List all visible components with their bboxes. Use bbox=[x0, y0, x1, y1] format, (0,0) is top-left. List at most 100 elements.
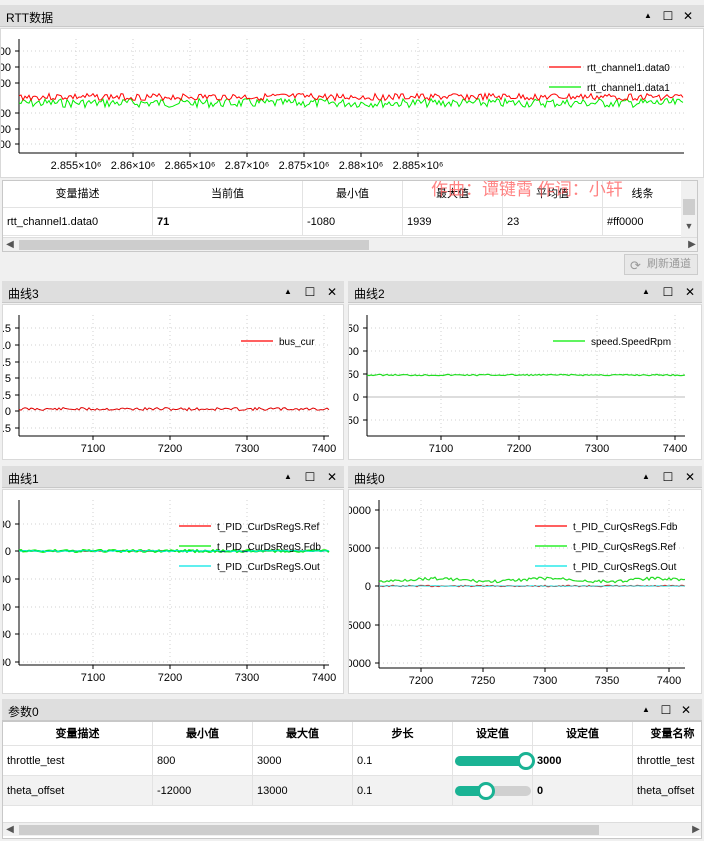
series-line bbox=[378, 576, 686, 584]
x-tick-label: 7200 bbox=[158, 672, 182, 684]
float-up-button[interactable]: ▲ bbox=[644, 11, 652, 20]
maximize-button[interactable]: ☐ bbox=[304, 285, 316, 299]
close-button[interactable]: ✕ bbox=[680, 703, 692, 717]
float-up-button[interactable]: ▲ bbox=[642, 287, 650, 296]
param-value[interactable]: 0 bbox=[533, 776, 633, 805]
y-tick-label: 500 bbox=[1, 78, 11, 90]
cell-avg: 23 bbox=[503, 208, 603, 235]
y-tick-label: 0 bbox=[5, 406, 11, 418]
x-tick-label: 2.885×10⁶ bbox=[393, 160, 444, 172]
legend-label: t_PID_CurQsRegS.Out bbox=[573, 562, 677, 573]
x-tick-label: 2.87×10⁶ bbox=[225, 160, 270, 172]
param-value[interactable]: 3000 bbox=[533, 746, 633, 775]
x-tick-label: 7300 bbox=[585, 443, 609, 455]
header-cell[interactable]: 变量名称 bbox=[633, 722, 701, 745]
legend-label: t_PID_CurQsRegS.Ref bbox=[573, 542, 676, 553]
y-tick-label: -5000 bbox=[349, 620, 371, 632]
x-tick-label: 7200 bbox=[409, 675, 433, 687]
maximize-button[interactable]: ☐ bbox=[662, 285, 674, 299]
rtt-table: 变量描述 当前值 最小值 最大值 平均值 线条 rtt_channel1.dat… bbox=[2, 180, 698, 252]
h-scrollbar[interactable]: ◀ ▶ bbox=[3, 237, 697, 251]
header-cell[interactable]: 设定值 bbox=[533, 722, 633, 745]
header-cell[interactable]: 步长 bbox=[353, 722, 453, 745]
legend-label: t_PID_CurQsRegS.Fdb bbox=[573, 522, 678, 533]
param-var: throttle_test bbox=[633, 746, 701, 775]
float-up-button[interactable]: ▲ bbox=[284, 472, 292, 481]
curve0-titlebar: 曲线0 ▲ ☐ ✕ bbox=[348, 466, 702, 488]
watermark: 作曲：谭键霄 作词：小轩 bbox=[431, 180, 623, 199]
x-tick-label: 7300 bbox=[235, 672, 259, 684]
x-tick-label: 7100 bbox=[81, 443, 105, 455]
x-tick-label: 2.875×10⁶ bbox=[279, 160, 330, 172]
rtt-plot[interactable]: 1500 1000 500 -500 -1000 -1500 2.855×10⁶ 2.86×1… bbox=[0, 28, 704, 178]
y-tick-label: 10 bbox=[3, 340, 11, 352]
table-row[interactable]: rtt_channel1.data0 71 -1080 1939 23 #ff0… bbox=[3, 208, 697, 236]
y-tick-label: 5 bbox=[5, 373, 11, 385]
header-cell[interactable]: 最小值 bbox=[153, 722, 253, 745]
maximize-button[interactable]: ☐ bbox=[662, 9, 674, 23]
close-button[interactable]: ✕ bbox=[682, 9, 694, 23]
refresh-channel-button[interactable]: ⟳ 刷新通道 bbox=[624, 254, 698, 275]
params-header: 变量描述 最小值 最大值 步长 设定值 设定值 变量名称 bbox=[3, 722, 701, 746]
legend-label: t_PID_CurDsRegS.Out bbox=[217, 562, 320, 573]
curve3-plot[interactable]: 12.5 10 7.5 5 2.5 0 -2.5 7100 7200 7300 7400 bus_cu… bbox=[0, 304, 344, 460]
x-tick-label: 7200 bbox=[158, 443, 182, 455]
maximize-button[interactable]: ☐ bbox=[660, 703, 672, 717]
float-up-button[interactable]: ▲ bbox=[284, 287, 292, 296]
curve0-plot[interactable]: 10000 5000 0 -5000 -10000 7200 7250 7300 7350 740… bbox=[337, 489, 702, 694]
param-row[interactable]: theta_offset -12000 13000 0.1 0 theta_of… bbox=[3, 776, 701, 806]
legend-label: rtt_channel1.data0 bbox=[587, 63, 670, 74]
param-slider[interactable] bbox=[455, 782, 531, 800]
x-tick-label: 2.855×10⁶ bbox=[51, 160, 102, 172]
x-tick-label: 7100 bbox=[81, 672, 105, 684]
header-cell[interactable]: 设定值 bbox=[453, 722, 533, 745]
close-button[interactable]: ✕ bbox=[326, 470, 338, 484]
curve2-plot[interactable]: 750 500 250 0 -250 7100 7200 7300 7400 speed.Spee… bbox=[337, 304, 702, 460]
y-tick-label: -1000 bbox=[1, 124, 11, 136]
header-cell[interactable]: 当前值 bbox=[153, 181, 303, 207]
x-tick-label: 7400 bbox=[657, 675, 681, 687]
curve2-titlebar: 曲线2 ▲ ☐ ✕ bbox=[348, 281, 702, 303]
x-tick-label: 7300 bbox=[533, 675, 557, 687]
y-tick-label: 0 bbox=[353, 392, 359, 404]
float-up-button[interactable]: ▲ bbox=[642, 705, 650, 714]
maximize-button[interactable]: ☐ bbox=[304, 470, 316, 484]
header-cell[interactable]: 变量描述 bbox=[3, 722, 153, 745]
maximize-button[interactable]: ☐ bbox=[662, 470, 674, 484]
header-cell[interactable]: 最大值 bbox=[403, 181, 503, 207]
cell-min: -1080 bbox=[303, 208, 403, 235]
param-slider[interactable] bbox=[455, 752, 535, 770]
x-tick-label: 2.865×10⁶ bbox=[165, 160, 216, 172]
cell-desc: rtt_channel1.data0 bbox=[3, 208, 153, 235]
h-scrollbar[interactable]: ◀ ▶ bbox=[3, 822, 701, 836]
x-tick-label: 7200 bbox=[507, 443, 531, 455]
header-cell[interactable]: 平均值 bbox=[503, 181, 603, 207]
rtt-panel-title: RTT数据 bbox=[6, 11, 54, 25]
close-button[interactable]: ✕ bbox=[684, 285, 696, 299]
y-tick-label: 12.5 bbox=[3, 323, 11, 335]
param-min: 800 bbox=[153, 746, 253, 775]
legend-label: bus_cur bbox=[279, 337, 315, 348]
rtt-table-header: 变量描述 当前值 最小值 最大值 平均值 线条 bbox=[3, 181, 697, 208]
y-tick-label: 2.5 bbox=[3, 390, 11, 402]
x-tick-label: 2.88×10⁶ bbox=[339, 160, 384, 172]
close-button[interactable]: ✕ bbox=[684, 470, 696, 484]
curve0-title: 曲线0 bbox=[354, 472, 385, 486]
y-tick-label: -10000 bbox=[3, 602, 11, 614]
header-cell[interactable]: 最小值 bbox=[303, 181, 403, 207]
param-row[interactable]: throttle_test 800 3000 0.1 3000 throttle… bbox=[3, 746, 701, 776]
float-up-button[interactable]: ▲ bbox=[642, 472, 650, 481]
curve1-plot[interactable]: 5000 0 -5000 -10000 -15000 -20000 7100 7200 7300… bbox=[0, 489, 344, 694]
param-name: theta_offset bbox=[3, 776, 153, 805]
y-tick-label: -1500 bbox=[1, 139, 11, 151]
series-line bbox=[18, 406, 330, 412]
header-cell[interactable]: 变量描述 bbox=[3, 181, 153, 207]
params-titlebar: 参数0 ▲ ☐ ✕ bbox=[2, 699, 702, 721]
close-button[interactable]: ✕ bbox=[326, 285, 338, 299]
cell-color: #ff0000 bbox=[603, 208, 683, 235]
y-tick-label: 750 bbox=[349, 323, 359, 335]
y-tick-label: 0 bbox=[5, 546, 11, 558]
header-cell[interactable]: 最大值 bbox=[253, 722, 353, 745]
v-scrollbar[interactable]: ▼ bbox=[681, 181, 697, 237]
cell-current: 71 bbox=[153, 208, 303, 235]
